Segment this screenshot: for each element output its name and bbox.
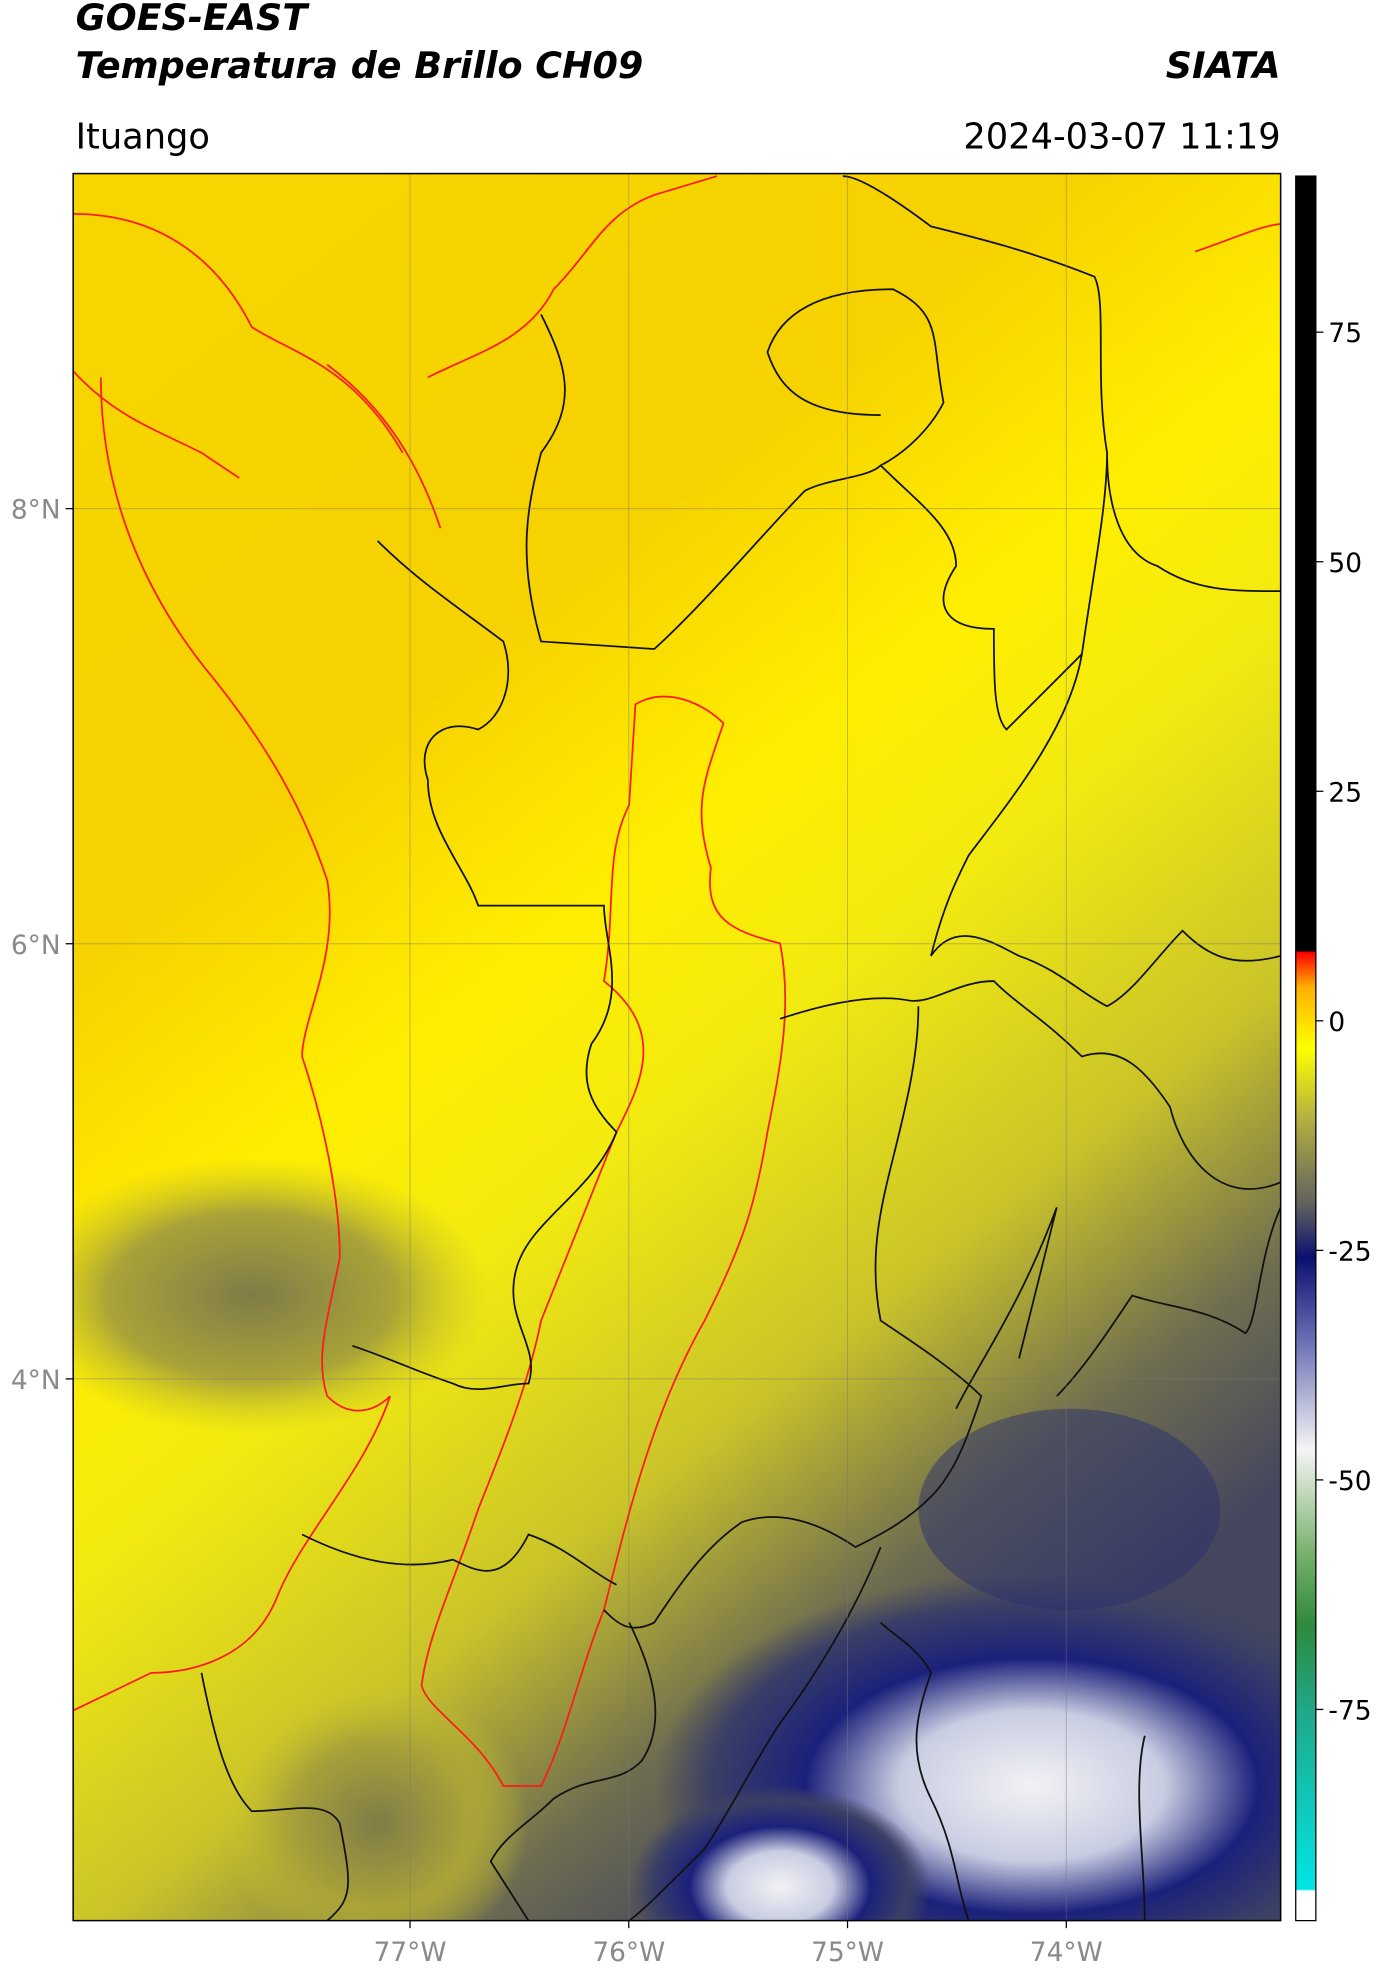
storm-region xyxy=(918,1408,1221,1610)
map-frame xyxy=(72,172,1282,1922)
colorbar-tick-label: 50 xyxy=(1328,548,1362,579)
subtitle: Temperatura de Brillo CH09 xyxy=(76,44,644,87)
x-tick-label: 76°W xyxy=(592,1937,665,1968)
cloud-region xyxy=(226,1685,529,1921)
colorbar-tick-label: 0 xyxy=(1328,1007,1345,1038)
colorbar xyxy=(1295,175,1317,1922)
title: GOES-EAST xyxy=(76,0,311,39)
colorbar-tick-label: -75 xyxy=(1328,1696,1371,1727)
map-image xyxy=(73,173,1281,1921)
colorbar-tick-label: -50 xyxy=(1328,1466,1371,1497)
y-tick-label: 8°N xyxy=(11,495,61,526)
source: SIATA xyxy=(1166,44,1281,87)
storm-region xyxy=(629,1786,931,1921)
x-tick-label: 74°W xyxy=(1030,1937,1103,1968)
datetime: 2024-03-07 11:19 xyxy=(963,116,1280,157)
x-tick-label: 77°W xyxy=(374,1937,447,1968)
y-tick-label: 4°N xyxy=(11,1365,61,1396)
x-tick-label: 75°W xyxy=(811,1937,884,1968)
grid xyxy=(73,173,1281,1921)
cloud-region xyxy=(73,1157,491,1434)
colorbar-tick-label: -25 xyxy=(1328,1236,1371,1267)
colorbar-tick-label: 75 xyxy=(1328,318,1362,349)
colorbar-tick-label: 25 xyxy=(1328,777,1362,808)
place: Ituango xyxy=(76,116,210,157)
y-tick-label: 6°N xyxy=(11,930,61,961)
